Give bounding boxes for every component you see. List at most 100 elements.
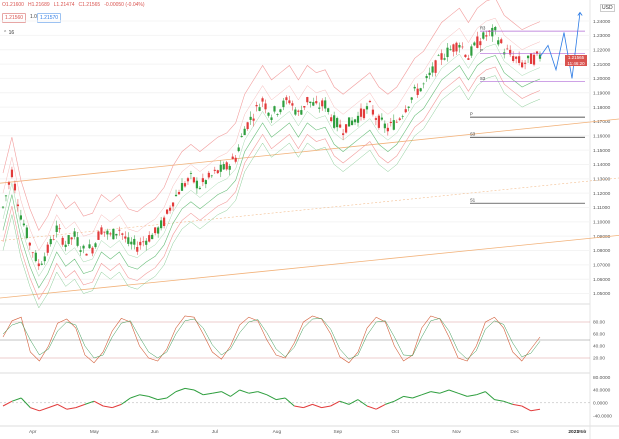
candle-body xyxy=(365,106,369,110)
candle-body xyxy=(443,58,446,60)
candle-body xyxy=(374,118,378,120)
candle-body xyxy=(506,48,509,50)
y-tick-label: 20.00 xyxy=(593,356,605,362)
candle-body xyxy=(160,220,163,229)
candle-body xyxy=(73,231,76,237)
oscillator-segment xyxy=(75,403,86,409)
oscillator-segment xyxy=(166,391,177,399)
oscillator-segment xyxy=(266,394,277,401)
candle-body xyxy=(532,54,536,65)
oscillator-segment xyxy=(39,407,49,412)
y-tick-label: 1.20000 xyxy=(593,76,611,82)
candle-body xyxy=(186,178,190,182)
candle-body xyxy=(416,88,419,95)
candle-body xyxy=(157,227,160,234)
y-tick-label: 1.19000 xyxy=(593,90,611,96)
candle-body xyxy=(64,244,67,248)
oscillator-segment xyxy=(530,408,541,412)
candle-body xyxy=(529,53,533,64)
candle-body xyxy=(467,58,470,60)
candle-body xyxy=(7,182,11,185)
currency-label[interactable]: USD xyxy=(600,4,615,12)
candle-body xyxy=(342,133,345,135)
y-tick-label: 1.07000 xyxy=(593,263,611,269)
candle-body xyxy=(300,110,303,115)
x-tick-label: Sep xyxy=(334,429,343,435)
oscillator-segment xyxy=(521,405,532,412)
y-tick-label: 40.00 xyxy=(593,344,605,350)
candle-body xyxy=(225,162,228,170)
y-tick-label: 1.18000 xyxy=(593,105,611,111)
candle-body xyxy=(362,109,366,119)
volume-indicator[interactable]: ⌃ 16 xyxy=(3,30,14,36)
candle-body xyxy=(535,51,539,54)
candle-body xyxy=(437,55,440,57)
oscillator-segment xyxy=(385,400,395,405)
candle-body xyxy=(267,112,270,116)
candle-body xyxy=(49,238,52,245)
candle-body xyxy=(115,233,118,236)
candle-body xyxy=(273,106,276,112)
candle-body xyxy=(318,107,321,109)
oscillator-segment xyxy=(312,403,322,409)
y-tick-label: 1.21000 xyxy=(593,62,611,68)
sell-button[interactable]: 1.21560 xyxy=(2,13,27,23)
candle-body xyxy=(154,227,157,234)
channel-line xyxy=(0,234,619,299)
stoch-d-line xyxy=(2,318,541,360)
candle-body xyxy=(353,119,357,123)
candle-body xyxy=(240,136,243,138)
oscillator-segment xyxy=(339,400,350,405)
candle-body xyxy=(258,107,261,111)
y-tick-label: 1.24000 xyxy=(593,19,611,25)
projection-arrow-icon xyxy=(577,11,583,16)
oscillator-segment xyxy=(275,397,286,401)
candle-body xyxy=(13,183,17,191)
oscillator-segment xyxy=(248,391,258,394)
y-tick-label: 1.17000 xyxy=(593,119,611,125)
oscillator-segment xyxy=(184,387,195,391)
candle-body xyxy=(177,191,181,195)
candle-body xyxy=(509,49,512,55)
oscillator-segment xyxy=(2,400,13,407)
candle-body xyxy=(455,42,458,52)
candle-body xyxy=(216,170,219,174)
candle-body xyxy=(222,164,225,170)
oscillator-segment xyxy=(112,403,122,409)
y-tick-label: -40.0000 xyxy=(593,413,612,419)
change-value: -0.00050 (-0.04%) xyxy=(104,2,145,8)
ma-line xyxy=(2,55,541,289)
oscillator-segment xyxy=(439,389,450,394)
candle-body xyxy=(518,56,521,63)
candle-body xyxy=(512,56,515,62)
candle-body xyxy=(79,250,82,252)
oscillator-segment xyxy=(157,397,167,401)
candle-body xyxy=(297,110,300,112)
collapse-icon[interactable]: ⌃ xyxy=(3,30,8,36)
candle-body xyxy=(130,241,133,245)
candle-body xyxy=(82,245,85,249)
candle-body xyxy=(109,233,112,235)
candle-body xyxy=(168,207,172,211)
oscillator-segment xyxy=(221,391,231,397)
candle-body xyxy=(392,120,395,130)
channel-line xyxy=(0,118,619,184)
last-price-countdown: 11:46:20 xyxy=(567,60,585,66)
candle-body xyxy=(94,243,97,248)
buy-button[interactable]: 1.21570 xyxy=(37,13,62,23)
candle-body xyxy=(106,230,109,235)
y-tick-label: 1.22000 xyxy=(593,47,611,53)
candle-body xyxy=(371,109,375,115)
y-tick-label: 80.00 xyxy=(593,320,605,326)
candle-body xyxy=(76,237,79,246)
candle-body xyxy=(428,72,431,76)
candle-body xyxy=(491,27,494,37)
candle-body xyxy=(58,228,61,230)
x-tick-label: Oct xyxy=(392,429,400,435)
bollinger-lower xyxy=(2,66,541,300)
projection-path xyxy=(539,12,581,79)
candle-body xyxy=(291,103,294,106)
y-tick-label: 1.06000 xyxy=(593,277,611,283)
